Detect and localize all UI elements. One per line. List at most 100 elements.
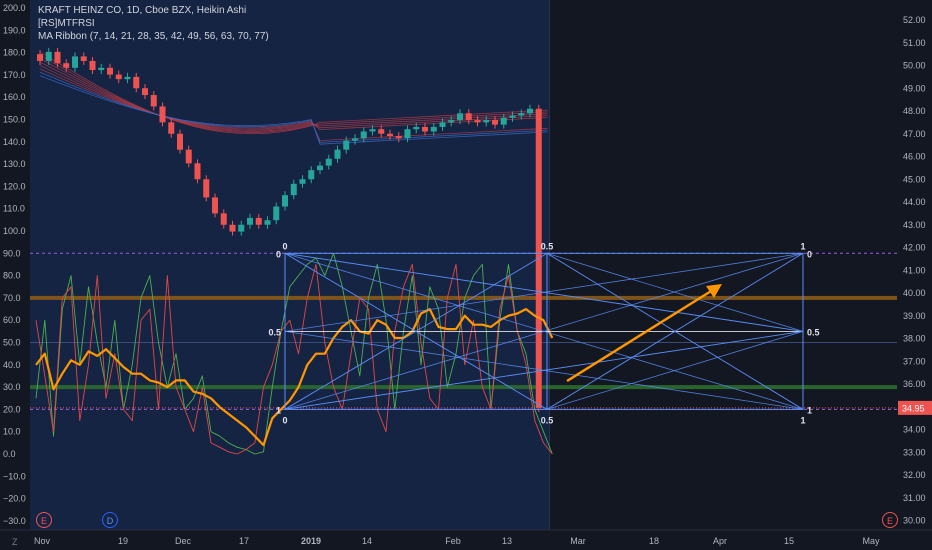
indicator-rsi-label[interactable]: [RS]MTFRSI xyxy=(38,18,95,29)
symbol-title[interactable]: KRAFT HEINZ CO, 1D, Cboe BZX, Heikin Ash… xyxy=(38,5,247,16)
settings-icon[interactable]: Z xyxy=(12,537,18,547)
ma-ribbon-line xyxy=(39,75,548,145)
right-axis-tick: 52.00 xyxy=(903,15,926,25)
left-axis-tick: −10.0 xyxy=(3,471,26,481)
candle-body xyxy=(413,126,420,130)
candle-body xyxy=(527,108,533,114)
candle-body xyxy=(212,197,218,214)
candle-body xyxy=(37,54,43,61)
candle-body xyxy=(518,113,525,116)
fib-fan-line xyxy=(546,330,804,410)
right-axis-tick: 42.00 xyxy=(903,243,926,253)
candle-body xyxy=(133,76,140,89)
rsi-fast-line xyxy=(35,252,553,455)
candle-body xyxy=(45,51,52,61)
rsi-slow-line xyxy=(35,263,553,455)
x-axis-tick: Apr xyxy=(713,536,727,546)
fib-fan-line xyxy=(546,252,804,332)
x-axis-tick: 13 xyxy=(502,536,512,546)
x-axis-tick: 2019 xyxy=(301,536,321,546)
right-axis-tick: 31.00 xyxy=(903,493,926,503)
fib-right-label-0: 0 xyxy=(807,249,812,259)
right-axis-tick: 47.00 xyxy=(903,129,926,139)
x-axis-tick: 15 xyxy=(784,536,794,546)
indicator-ma-ribbon-label[interactable]: MA Ribbon (7, 14, 21, 28, 35, 42, 49, 56… xyxy=(38,31,269,42)
events-right-button[interactable]: E xyxy=(882,512,898,528)
left-axis-tick: 110.0 xyxy=(3,204,25,214)
candle-body xyxy=(334,149,341,159)
x-axis-tick: Dec xyxy=(175,536,192,546)
dividends-button[interactable]: D xyxy=(102,512,118,528)
candle-body xyxy=(185,149,192,164)
candle-body xyxy=(465,113,472,121)
candle-body xyxy=(422,126,428,132)
candle-body xyxy=(107,67,113,75)
x-axis-tick: 18 xyxy=(649,536,659,546)
fib-bottom-label-0: 0 xyxy=(282,415,287,425)
right-axis-tick: 46.00 xyxy=(903,152,926,162)
candle-body xyxy=(404,129,411,139)
x-axis-tick: May xyxy=(862,536,880,546)
candle-body xyxy=(448,120,455,123)
candle-body xyxy=(142,88,148,96)
fib-fan-line xyxy=(546,252,804,410)
ma-ribbon-line xyxy=(39,61,548,131)
left-axis-tick: 90.0 xyxy=(3,248,21,258)
left-axis-tick: 20.0 xyxy=(3,404,21,414)
candle-body xyxy=(229,224,236,232)
candle-body xyxy=(264,220,271,225)
trend-arrow-head xyxy=(706,284,722,298)
candle-body xyxy=(124,76,131,80)
events-left-button[interactable]: E xyxy=(36,512,52,528)
left-axis-tick: 170.0 xyxy=(3,70,26,80)
candle-body xyxy=(273,206,280,221)
fib-left-label-1: 1 xyxy=(276,405,281,415)
fib-fan-line xyxy=(284,252,804,410)
candle-body xyxy=(290,183,297,196)
left-axis-tick: 50.0 xyxy=(3,338,21,348)
left-axis-tick: 100.0 xyxy=(3,226,26,236)
left-axis-tick: 10.0 xyxy=(3,427,21,437)
candle-body xyxy=(387,133,393,137)
candle-body xyxy=(159,106,166,123)
candle-body xyxy=(439,122,446,127)
candle-body xyxy=(72,56,78,68)
left-axis-tick: 140.0 xyxy=(3,137,26,147)
right-axis-tick: 36.00 xyxy=(903,379,926,389)
left-axis-tick: 150.0 xyxy=(3,115,26,125)
right-axis-tick: 32.00 xyxy=(903,470,926,480)
x-axis-tick: 17 xyxy=(239,536,249,546)
left-axis-tick: 200.0 xyxy=(3,3,26,13)
left-axis-tick: −30.0 xyxy=(3,516,26,526)
left-axis-tick: 80.0 xyxy=(3,271,21,281)
right-axis-tick: 43.00 xyxy=(903,220,926,230)
right-axis-tick: 40.00 xyxy=(903,288,926,298)
right-axis-tick: 37.00 xyxy=(903,356,926,366)
right-axis-tick: 44.00 xyxy=(903,197,926,207)
candle-body xyxy=(194,163,201,180)
right-axis-tick: 30.00 xyxy=(903,516,926,526)
x-axis-tick: 19 xyxy=(118,536,128,546)
right-axis-tick: 49.00 xyxy=(903,83,926,93)
price-label-box xyxy=(898,400,932,415)
candle-body xyxy=(317,165,323,171)
price-label: 34.95 xyxy=(902,403,925,413)
candle-body xyxy=(220,213,227,225)
left-axis-tick: 60.0 xyxy=(3,315,21,325)
fib-left-label-0: 0 xyxy=(276,249,281,259)
right-axis-tick: 48.00 xyxy=(903,106,926,116)
fib-bottom-label-1: 1 xyxy=(800,415,805,425)
right-axis-tick: 45.00 xyxy=(903,174,926,184)
x-axis-tick: Mar xyxy=(570,536,586,546)
left-axis-tick: 40.0 xyxy=(3,360,21,370)
fib-right-label-1: 1 xyxy=(807,405,812,415)
candle-body xyxy=(54,51,61,64)
candle-body xyxy=(360,131,367,139)
rsi-main-line xyxy=(35,308,554,447)
candle-body xyxy=(500,117,507,125)
left-axis-tick: 160.0 xyxy=(3,92,26,102)
trend-arrow xyxy=(566,286,717,383)
candle-body xyxy=(115,74,122,80)
candle-body xyxy=(352,138,358,141)
